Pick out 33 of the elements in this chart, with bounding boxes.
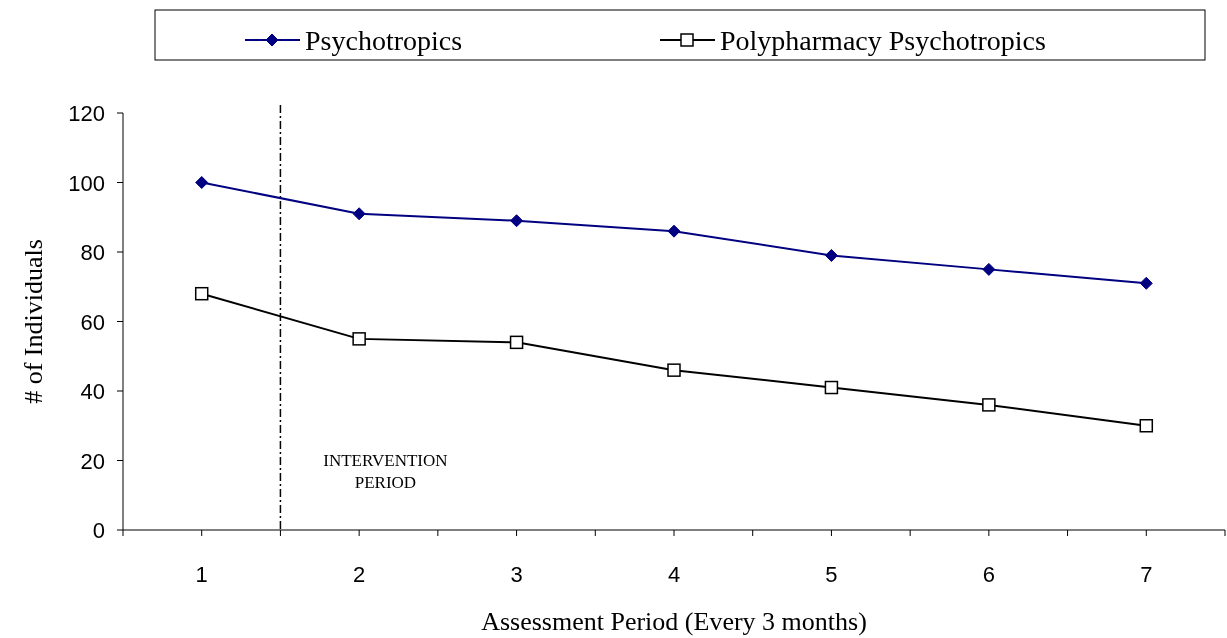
ref-line-label: INTERVENTION PERIOD — [323, 451, 448, 492]
point — [509, 335, 524, 350]
x-tick-label: 1 — [195, 562, 208, 587]
point — [824, 380, 839, 395]
point — [667, 224, 681, 238]
point — [824, 248, 838, 262]
x-tick-label: 3 — [510, 562, 523, 587]
y-tick-label: 20 — [80, 448, 105, 474]
x-tick-label: 6 — [982, 562, 995, 587]
x-axis-title: Assessment Period (Every 3 months) — [481, 607, 867, 636]
y-tick-label: 60 — [80, 309, 105, 335]
y-tick-label: 40 — [80, 379, 105, 404]
legend-label: Psychotropics — [305, 25, 463, 56]
point — [352, 207, 366, 221]
x-tick-label: 2 — [353, 562, 366, 587]
point — [352, 332, 366, 346]
point — [982, 262, 996, 276]
point — [1139, 276, 1153, 290]
y-tick-label: 100 — [68, 170, 105, 196]
point — [194, 286, 209, 301]
y-tick-label: 80 — [80, 240, 105, 265]
point — [1139, 419, 1154, 433]
x-tick-label: 4 — [667, 562, 681, 587]
point — [510, 214, 524, 228]
x-tick-label: 5 — [825, 562, 838, 587]
x-tick-label: 7 — [1140, 562, 1153, 587]
point — [982, 398, 996, 412]
y-tick-label: 120 — [68, 101, 105, 126]
point — [667, 363, 681, 377]
y-axis-title: # of Individuals — [19, 239, 48, 404]
y-tick-label: 0 — [92, 518, 105, 543]
point — [195, 176, 209, 189]
legend-label: Polypharmacy Psychotropics — [720, 25, 1046, 56]
